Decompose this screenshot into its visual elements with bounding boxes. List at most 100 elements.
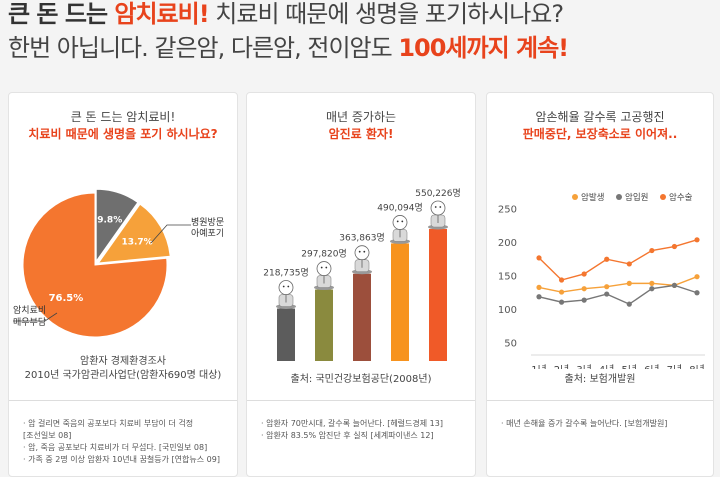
panel3-title: 암손해율 갈수록 고공행진 판매중단, 보장축소로 이어져..	[487, 109, 713, 143]
person-icon	[352, 245, 372, 275]
series-line	[538, 239, 698, 281]
x-tick-label: 4년	[599, 364, 615, 369]
pie-slice	[95, 188, 139, 263]
header-question: 치료비 때문에 생명을 포기하시나요?	[208, 0, 564, 28]
panel1-title-line2: 치료비 때문에 생명을 포기 하시나요?	[28, 127, 218, 141]
person-head	[392, 215, 408, 230]
panel2-divider	[247, 400, 475, 401]
person-eye	[325, 266, 328, 269]
pie-slice-label: 13.7%	[121, 238, 152, 248]
person-eye	[401, 220, 404, 223]
bar-value-label: 218,735명	[263, 268, 309, 279]
header-highlight: 암치료비!	[114, 0, 209, 28]
legend-marker	[616, 194, 622, 200]
data-point	[671, 243, 678, 250]
panel-cancer-patients: 매년 증가하는 암진료 환자! 218,735명 297,820명 363,863명…	[246, 92, 476, 477]
header-slogan: 100세까지 계속!	[398, 34, 569, 62]
panel3-notes: · 매년 손해율 증가 갈수록 늘어난다. [보험개발원]	[501, 418, 709, 430]
data-point	[604, 256, 610, 262]
panel1-source-line2: 2010년 국가암관리사업단(암환자690명 대상)	[24, 370, 222, 381]
person-eye	[363, 250, 366, 253]
legend-label: 암입원	[625, 192, 648, 203]
panel1-note: · 암 걸리면 죽음의 공포보다 치료비 부담이 더 걱정	[23, 419, 194, 428]
data-point	[649, 280, 655, 286]
callout-label: 매우부담	[13, 316, 46, 328]
callout-label: 병원방문	[191, 217, 224, 228]
legend-label: 암발생	[581, 192, 604, 203]
legend-marker	[660, 194, 666, 200]
person-icon	[390, 215, 410, 244]
pie-slice	[22, 192, 168, 338]
pie-slice-label: 9.8%	[97, 216, 122, 226]
panel1-note: · 가족 중 2명 이상 암환자 10년내 꿈철등가 [연합뉴스 09]	[23, 455, 220, 464]
panel1-title: 큰 돈 드는 암치료비! 치료비 때문에 생명을 포기 하시나요?	[9, 109, 237, 143]
panel1-note: · 암, 죽음 공포보다 치료비가 더 무섭다. [국민일보 08]	[23, 443, 208, 452]
x-tick-label: 5년	[622, 364, 638, 369]
person-eye	[434, 206, 437, 208]
bar-value-label: 490,094명	[377, 202, 423, 213]
y-tick-label: 100	[498, 305, 517, 316]
panel1-divider	[9, 400, 237, 401]
header-line-1: 큰 돈 드는 암치료비! 치료비 때문에 생명을 포기하시나요?	[8, 0, 720, 31]
header-answer: 한번 아닙니다. 같은암, 다른암, 전이암도	[8, 34, 399, 62]
data-point	[536, 255, 542, 261]
data-point	[649, 286, 655, 292]
person-head	[278, 280, 294, 295]
bar	[353, 273, 371, 361]
data-point	[536, 294, 542, 300]
callout-label: 암치료비	[13, 304, 46, 316]
panel2-title-line2: 암진료 환자!	[328, 127, 394, 141]
panel3-title-line1: 암손해율 갈수록 고공행진	[535, 110, 665, 124]
x-tick-label: 6년	[644, 364, 660, 369]
legend-marker	[572, 194, 578, 200]
panel1-source: 암환자 경제환경조사 2010년 국가암관리사업단(암환자690명 대상)	[9, 355, 237, 383]
panel-treatment-cost: 큰 돈 드는 암치료비! 치료비 때문에 생명을 포기 하시나요? 9.8% 13…	[8, 92, 238, 477]
pie-slice-label: 76.5%	[49, 293, 84, 304]
panel2-title-line1: 매년 증가하는	[325, 110, 397, 124]
panel3-source: 출처: 보험개발원	[564, 374, 636, 385]
data-point	[536, 284, 542, 290]
person-icon	[314, 261, 334, 291]
data-point	[558, 277, 565, 283]
data-point	[649, 247, 655, 254]
callout-line	[150, 224, 191, 244]
bar	[429, 229, 447, 361]
bar-chart: 218,735명 297,820명 363,863명 490,094명 550,226명	[263, 188, 461, 361]
x-tick-label: 8년	[689, 364, 705, 369]
panel1-notes: · 암 걸리면 죽음의 공포보다 치료비 부담이 더 걱정 [조선일보 08] …	[23, 418, 233, 466]
x-tick-label: 1년	[531, 364, 547, 369]
x-tick-label: 7년	[667, 364, 683, 369]
data-point	[671, 282, 678, 288]
bar-value-label: 550,226명	[415, 188, 461, 199]
callout-label: 아예포기	[191, 228, 224, 239]
data-point	[581, 271, 587, 277]
panel2-notes: · 암환자 70만시대, 갈수록 늘어난다. [헤럴드경제 13] · 암환자 …	[261, 418, 471, 442]
panel3-note: · 매년 손해율 증가 갈수록 늘어난다. [보험개발원]	[501, 419, 668, 428]
data-point	[604, 291, 610, 297]
person-head	[430, 200, 446, 216]
person-eye	[320, 266, 323, 269]
person-eye	[396, 220, 399, 223]
panel3-divider	[487, 400, 713, 401]
panel2-note: · 암환자 70만시대, 갈수록 늘어난다. [헤럴드경제 13]	[261, 419, 443, 428]
person-head	[354, 245, 370, 261]
header-line-2: 한번 아닙니다. 같은암, 다른암, 전이암도 100세까지 계속!	[8, 31, 720, 65]
callout-line	[13, 312, 58, 322]
y-tick-label: 50	[504, 338, 517, 349]
page-header: 큰 돈 드는 암치료비! 치료비 때문에 생명을 포기하시나요? 한번 아닙니다…	[8, 0, 720, 65]
person-eye	[287, 285, 290, 288]
series-line	[538, 276, 698, 293]
y-tick-label: 250	[498, 204, 517, 215]
data-point	[604, 284, 610, 290]
legend-label: 암수술	[669, 192, 693, 203]
data-point	[626, 261, 632, 267]
data-point	[626, 301, 632, 307]
series-line	[538, 284, 698, 305]
panel1-title-line1: 큰 돈 드는 암치료비!	[70, 110, 176, 124]
data-point	[581, 297, 587, 303]
person-icon	[428, 200, 448, 230]
panel2-source: 출처: 국민건강보험공단(2008년)	[290, 374, 432, 385]
bar	[391, 243, 409, 361]
person-head	[316, 261, 332, 276]
